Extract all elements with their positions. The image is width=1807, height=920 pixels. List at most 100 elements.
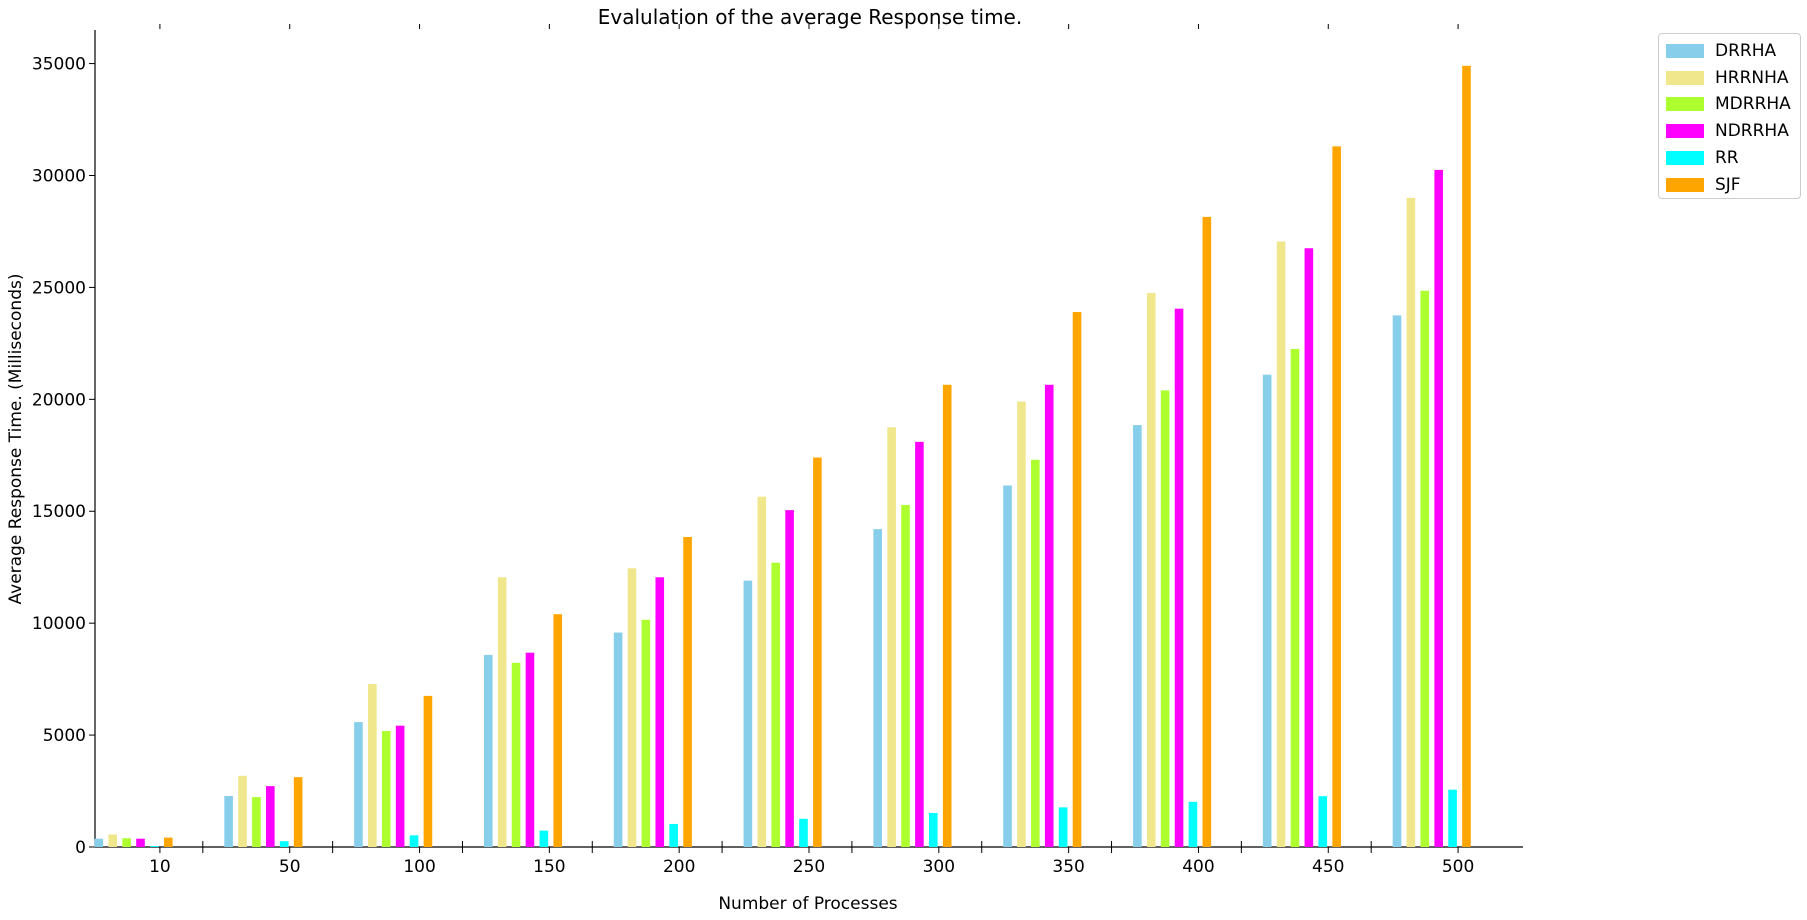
- bar-drrha-450: [1262, 374, 1272, 847]
- legend-swatch: [1666, 44, 1704, 58]
- bar-rr-500: [1448, 789, 1457, 847]
- bar-mdrrha-50: [252, 797, 261, 847]
- bar-ndrrha-250: [785, 510, 794, 847]
- y-tick-label: 10000: [32, 614, 86, 634]
- y-axis-label: Average Response Time. (Milliseconds): [6, 274, 26, 605]
- legend: DRRHA HRRNHA MDRRHA NDRRHA RR SJF: [1658, 33, 1801, 199]
- bar-ndrrha-400: [1174, 308, 1184, 847]
- bar-ndrrha-300: [915, 441, 924, 847]
- bar-hrrnha-350: [1017, 401, 1026, 847]
- bar-rr-10: [150, 846, 159, 847]
- bar-mdrrha-10: [122, 838, 131, 847]
- legend-item-drrha: DRRHA: [1659, 40, 1800, 61]
- legend-label: MDRRHA: [1715, 94, 1791, 115]
- bar-rr-450: [1318, 796, 1328, 847]
- x-tick-label: 450: [1312, 857, 1344, 877]
- bar-ndrrha-50: [266, 786, 275, 847]
- bar-drrha-350: [1003, 485, 1012, 847]
- legend-item-hrrnha: HRRNHA: [1659, 67, 1800, 88]
- bar-sjf-450: [1332, 146, 1341, 847]
- bar-rr-50: [279, 841, 289, 847]
- bar-sjf-150: [553, 614, 563, 847]
- bar-rr-100: [409, 835, 419, 847]
- bar-hrrnha-100: [368, 684, 377, 847]
- bar-drrha-50: [224, 795, 233, 847]
- bar-hrrnha-50: [238, 775, 247, 847]
- legend-label: DRRHA: [1715, 41, 1777, 61]
- bar-drrha-250: [743, 580, 753, 847]
- bar-mdrrha-350: [1031, 459, 1040, 847]
- legend-label: NDRRHA: [1715, 121, 1789, 142]
- bar-hrrnha-450: [1276, 241, 1286, 847]
- bar-mdrrha-450: [1290, 348, 1300, 847]
- bar-hrrnha-300: [887, 427, 896, 847]
- y-tick-label: 5000: [43, 726, 86, 746]
- bar-ndrrha-10: [136, 838, 145, 847]
- x-tick-label: 500: [1442, 857, 1474, 877]
- bar-ndrrha-100: [395, 725, 405, 847]
- x-tick-label: 400: [1182, 857, 1214, 877]
- x-tick-label: 100: [403, 857, 435, 877]
- bar-hrrnha-200: [627, 568, 637, 847]
- bar-mdrrha-150: [511, 662, 521, 847]
- legend-swatch: [1666, 177, 1704, 192]
- bar-sjf-350: [1072, 312, 1082, 848]
- bar-drrha-200: [613, 632, 623, 847]
- y-tick-label: 30000: [32, 166, 86, 186]
- bar-ndrrha-500: [1434, 169, 1443, 847]
- x-tick-label: 250: [793, 857, 825, 877]
- bar-drrha-100: [354, 722, 363, 847]
- plot-area: 0 5000 10000 15000 20000 25000 30000 35000 10 50 1…: [32, 24, 1523, 877]
- bar-hrrnha-500: [1406, 197, 1416, 847]
- bar-drrha-300: [873, 529, 883, 847]
- legend-label: HRRNHA: [1715, 67, 1789, 88]
- bar-ndrrha-350: [1044, 384, 1054, 847]
- x-tick-label: 200: [663, 857, 695, 877]
- x-tick-label: 50: [279, 857, 301, 877]
- x-tick-label: 300: [923, 857, 955, 877]
- bar-sjf-10: [164, 837, 173, 847]
- y-tick-label: 20000: [32, 390, 86, 410]
- bar-hrrnha-150: [497, 577, 507, 847]
- bar-mdrrha-100: [381, 731, 391, 847]
- bar-sjf-250: [813, 457, 822, 847]
- bar-mdrrha-400: [1160, 390, 1170, 847]
- x-tick-label: 350: [1052, 857, 1084, 877]
- chart-title: Evalulation of the average Response time…: [598, 5, 1022, 29]
- x-tick-label: 150: [533, 857, 565, 877]
- bar-sjf-100: [423, 695, 433, 847]
- legend-swatch: [1666, 70, 1704, 85]
- legend-swatch: [1666, 97, 1704, 112]
- bar-ndrrha-150: [525, 652, 535, 847]
- legend-label: SJF: [1715, 174, 1741, 195]
- bar-sjf-200: [683, 536, 692, 847]
- bar-rr-300: [929, 812, 938, 847]
- bar-ndrrha-450: [1304, 248, 1314, 847]
- y-tick-label: 0: [75, 838, 86, 858]
- legend-item-ndrrha: NDRRHA: [1659, 120, 1800, 142]
- bar-sjf-500: [1462, 65, 1471, 847]
- bar-sjf-400: [1202, 216, 1212, 848]
- bar-sjf-300: [942, 384, 952, 847]
- bar-rr-350: [1058, 807, 1068, 847]
- legend-item-sjf: SJF: [1659, 174, 1800, 195]
- bar-mdrrha-200: [641, 619, 651, 847]
- bar-rr-400: [1188, 801, 1198, 847]
- bar-rr-250: [799, 818, 808, 847]
- bar-drrha-500: [1392, 315, 1402, 848]
- legend-swatch: [1666, 150, 1704, 165]
- bar-drrha-10: [94, 838, 104, 847]
- bar-hrrnha-10: [108, 834, 117, 847]
- legend-label: RR: [1715, 147, 1739, 168]
- bar-sjf-50: [293, 777, 303, 847]
- y-tick-label: 25000: [32, 278, 86, 298]
- x-tick-label: 10: [149, 857, 171, 877]
- bar-rr-150: [539, 830, 549, 847]
- bar-mdrrha-500: [1420, 290, 1430, 847]
- bar-mdrrha-300: [901, 504, 910, 847]
- bar-rr-200: [669, 823, 678, 847]
- y-tick-label: 15000: [32, 502, 86, 522]
- bar-hrrnha-400: [1146, 293, 1156, 847]
- bar-ndrrha-200: [655, 577, 665, 847]
